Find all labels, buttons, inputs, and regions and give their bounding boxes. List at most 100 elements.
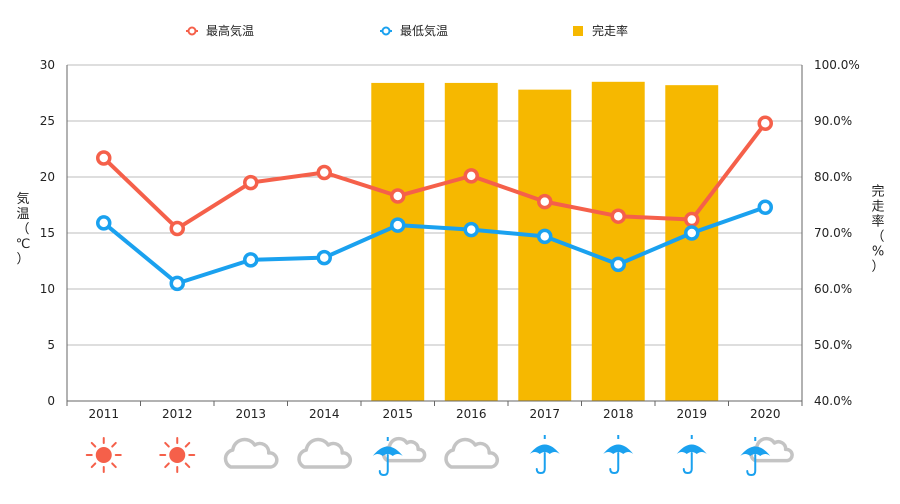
- axes: 0 5 10 15 20 25 30 40.0% 50.0% 60.0% 70.0% 80.0% 90.…: [16, 58, 885, 421]
- point-series-0-2011: [96, 150, 112, 166]
- sun-ray: [111, 441, 117, 448]
- umbrella-icon: [676, 435, 707, 475]
- x-tick-label: 2013: [235, 407, 266, 421]
- legend-item-0: 最高気温: [186, 23, 254, 38]
- sun-ray: [164, 441, 170, 448]
- bar-2015: [371, 82, 425, 402]
- point-series-1-2017: [537, 228, 553, 245]
- y-left-tick-label: 0: [47, 394, 55, 408]
- lines: [96, 115, 773, 292]
- point-series-0-2014: [316, 164, 332, 181]
- sun-ray: [111, 462, 117, 469]
- y-right-tick-label: 90.0%: [814, 114, 852, 128]
- x-tick-label: 2020: [750, 407, 781, 421]
- umbrella-cloud-icon: [740, 436, 794, 477]
- point-series-1-2012: [169, 275, 185, 292]
- point-series-0-2016: [463, 168, 479, 184]
- y-left-tick-label: 25: [40, 114, 55, 128]
- line-series-1: [102, 205, 766, 286]
- sun-ray: [90, 462, 97, 469]
- point-series-0-2013: [243, 174, 259, 191]
- x-tick-label: 2014: [309, 407, 340, 421]
- point-series-1-2011: [96, 215, 112, 231]
- x-tick-label: 2018: [603, 407, 634, 421]
- x-tick-label: 2016: [456, 407, 487, 421]
- point-series-0-2019: [684, 211, 700, 228]
- umbrella-canopy: [676, 444, 707, 454]
- legend-label: 最高気温: [206, 23, 254, 38]
- cloud-shape: [223, 437, 279, 469]
- weather-icons: [85, 435, 794, 477]
- sun-ray: [184, 462, 191, 469]
- bar-2016: [444, 82, 498, 402]
- y-left-tick-label: 20: [40, 170, 55, 184]
- umbrella-icon: [529, 435, 560, 475]
- y-right-tick-label: 70.0%: [814, 226, 852, 240]
- umbrella-cloud-icon: [372, 436, 427, 477]
- y-left-axis-title: 気温（℃）: [16, 191, 31, 267]
- legend-swatch-marker: [381, 26, 391, 36]
- legend-label: 最低気温: [400, 23, 448, 38]
- y-left-tick-label: 5: [47, 338, 55, 352]
- sun-body: [169, 447, 186, 463]
- sun-icon: [85, 437, 122, 473]
- umbrella-handle: [378, 454, 389, 477]
- point-series-1-2016: [463, 221, 479, 238]
- bar-2018: [591, 81, 645, 402]
- y-left-tick-label: 30: [40, 58, 55, 72]
- sun-icon: [159, 437, 196, 473]
- legend-swatch-box: [573, 26, 583, 36]
- sun-ray: [184, 441, 191, 448]
- umbrella-canopy: [372, 446, 403, 456]
- point-series-0-2015: [390, 188, 406, 204]
- umbrella-icon: [603, 435, 634, 475]
- point-series-1-2020: [757, 199, 773, 215]
- point-series-1-2019: [684, 225, 700, 241]
- legend-item-2: 完走率: [573, 23, 628, 38]
- bar-2017: [518, 89, 572, 401]
- umbrella-handle: [682, 452, 693, 475]
- y-right-axis-title: 完走率（%）: [871, 185, 884, 275]
- point-series-1-2018: [610, 256, 626, 273]
- sun-ray: [90, 441, 97, 448]
- legend-swatch-marker: [187, 26, 197, 36]
- umbrella-handle: [535, 452, 546, 475]
- x-tick-label: 2017: [529, 407, 560, 421]
- y-right-tick-label: 60.0%: [814, 282, 852, 296]
- cloud-icon: [223, 437, 279, 469]
- x-tick-label: 2019: [676, 407, 707, 421]
- x-tick-label: 2012: [162, 407, 193, 421]
- point-series-1-2015: [390, 217, 406, 233]
- cloud-shape: [444, 437, 500, 469]
- y-right-tick-label: 40.0%: [814, 394, 852, 408]
- umbrella-handle: [609, 452, 620, 475]
- bar-2019: [665, 85, 719, 401]
- line-series-0: [102, 122, 767, 231]
- y-right-tick-label: 50.0%: [814, 338, 852, 352]
- point-series-0-2018: [610, 208, 626, 224]
- y-right-tick-label: 100.0%: [814, 58, 860, 72]
- umbrella-handle: [746, 454, 757, 477]
- bars: [371, 81, 719, 402]
- cloud-icon: [297, 437, 353, 469]
- point-series-1-2013: [243, 252, 259, 268]
- umbrella-canopy: [603, 444, 634, 454]
- umbrella-canopy: [740, 446, 771, 456]
- cloud-shape: [297, 437, 353, 469]
- cloud-icon: [444, 437, 500, 469]
- legend-label: 完走率: [592, 23, 628, 38]
- legend: 最高気温 最低気温 完走率: [186, 23, 628, 38]
- legend-item-1: 最低気温: [380, 23, 448, 38]
- point-series-0-2017: [537, 193, 553, 210]
- y-right-tick-label: 80.0%: [814, 170, 852, 184]
- point-series-0-2012: [169, 220, 185, 237]
- sun-body: [95, 447, 112, 463]
- sun-ray: [164, 462, 170, 469]
- umbrella-canopy: [529, 444, 560, 454]
- x-tick-label: 2015: [382, 407, 413, 421]
- point-series-0-2020: [757, 115, 773, 131]
- y-left-tick-label: 15: [40, 226, 55, 240]
- y-left-tick-label: 10: [40, 282, 55, 296]
